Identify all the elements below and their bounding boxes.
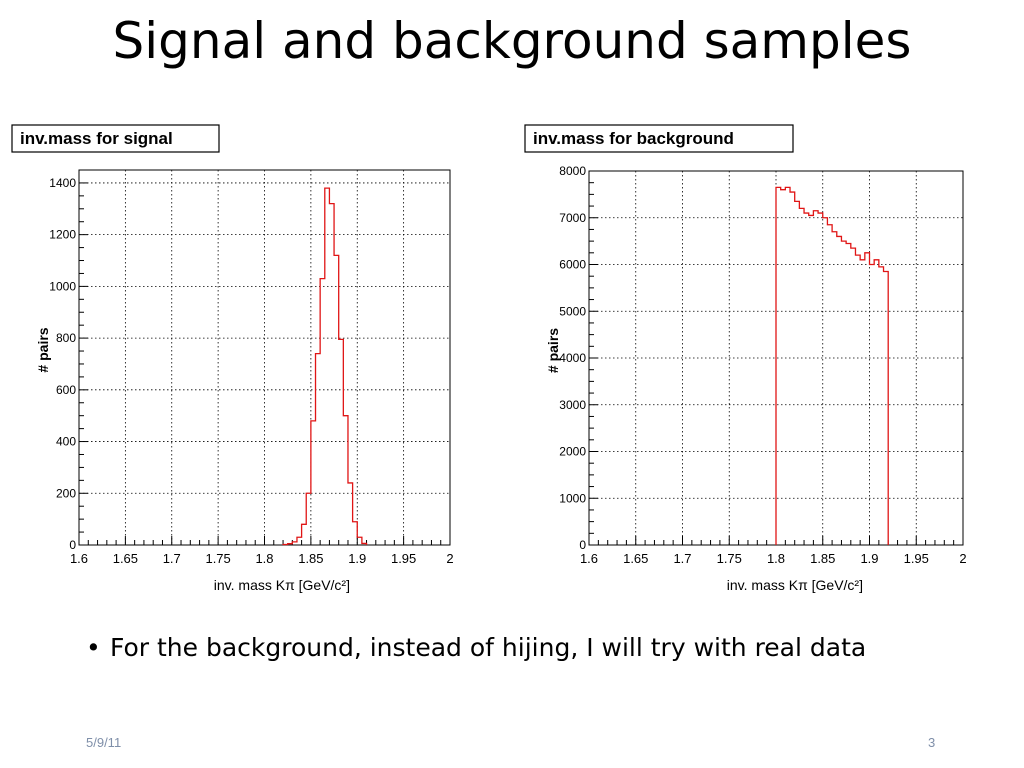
chart-title: inv.mass for signal [20, 129, 173, 148]
chart-title-box [524, 124, 794, 153]
histogram-bin [348, 483, 353, 545]
y-tick-label: 3000 [559, 398, 586, 412]
x-tick-label: 1.8 [255, 551, 273, 566]
histogram-bin [823, 218, 828, 545]
histogram-bin [776, 187, 781, 545]
y-tick-label: 1000 [559, 491, 586, 505]
histogram-bin [334, 255, 339, 545]
x-tick-label: 1.65 [623, 551, 648, 566]
x-tick-label: 1.95 [904, 551, 929, 566]
histogram-steps [775, 186, 889, 545]
histogram-bin [827, 225, 832, 545]
y-tick-label: 1000 [49, 279, 76, 293]
histogram-bin [837, 236, 842, 545]
histogram-bin [855, 255, 860, 545]
histogram-bin [311, 421, 316, 545]
histogram-bin [292, 542, 297, 545]
histogram-bin [795, 201, 800, 545]
x-tick-label: 1.9 [860, 551, 878, 566]
y-tick-label: 600 [56, 383, 76, 397]
histogram-bin [329, 204, 334, 545]
y-tick-label: 200 [56, 486, 76, 500]
x-tick-label: 1.85 [298, 551, 323, 566]
x-tick-label: 1.95 [391, 551, 416, 566]
histogram-bin [860, 260, 865, 545]
histogram-bin [879, 267, 884, 545]
y-tick-label: 800 [56, 331, 76, 345]
histogram-bin [841, 241, 846, 545]
x-tick-label: 1.9 [348, 551, 366, 566]
y-tick-label: 0 [579, 538, 586, 552]
histogram-bin [846, 243, 851, 545]
x-tick-label: 1.7 [673, 551, 691, 566]
y-tick-label: 2000 [559, 445, 586, 459]
histogram-bin [799, 208, 804, 545]
bullet-dot-icon: • [86, 633, 101, 662]
x-tick-label: 2 [446, 551, 453, 566]
histogram-bin [781, 190, 786, 545]
histogram-steps [282, 187, 368, 546]
histogram-bin [884, 272, 889, 545]
bullet-text: For the background, instead of hijing, I… [110, 633, 867, 662]
x-tick-label: 1.8 [767, 551, 785, 566]
footer-date: 5/9/11 [86, 735, 122, 750]
chart-title-box [11, 124, 220, 153]
signal-histogram-chart: inv.mass for signal 1.6 1.65 1.7 1.75 1.8 1.85… [11, 124, 454, 593]
histogram-bin [316, 354, 321, 545]
histogram-bin [865, 253, 870, 545]
x-tick-label: 1.85 [810, 551, 835, 566]
x-axis-label: inv. mass Kπ [GeV/c²] [214, 577, 350, 593]
y-tick-label: 5000 [559, 304, 586, 318]
x-tick-label: 1.75 [205, 551, 230, 566]
histogram-bin [785, 187, 790, 545]
histogram-bin [320, 279, 325, 545]
x-axis-label: inv. mass Kπ [GeV/c²] [727, 577, 863, 593]
x-tick-label: 1.6 [580, 551, 598, 566]
y-tick-label: 400 [56, 435, 76, 449]
histogram-bin [790, 192, 795, 545]
slide-title: Signal and background samples [112, 12, 912, 70]
x-tick-label: 1.75 [717, 551, 742, 566]
y-tick-label: 6000 [559, 258, 586, 272]
chart-title: inv.mass for background [533, 129, 734, 148]
histogram-bin [357, 537, 362, 545]
histogram-bin [353, 522, 358, 545]
y-axis-label: # pairs [545, 328, 561, 373]
histogram-bin [297, 537, 302, 545]
histogram-bin [870, 265, 875, 546]
y-tick-label: 1400 [49, 176, 76, 190]
y-tick-label: 0 [69, 538, 76, 552]
x-tick-label: 2 [959, 551, 966, 566]
histogram-bin [306, 493, 311, 545]
bullet-item: • For the background, instead of hijing, … [86, 633, 866, 662]
page-number: 3 [928, 735, 936, 750]
y-tick-label: 8000 [559, 164, 586, 178]
histogram-bin [339, 339, 344, 545]
histogram-bin [874, 260, 879, 545]
x-tick-label: 1.65 [113, 551, 138, 566]
histogram-bin [818, 213, 823, 545]
x-tick-label: 1.6 [70, 551, 88, 566]
histogram-bin [343, 416, 348, 545]
histogram-bin [288, 544, 293, 545]
histogram-bin [804, 213, 809, 545]
background-histogram-chart: inv.mass for background 1.6 1.65 1.7 1.75 1.8… [524, 124, 967, 593]
y-tick-label: 7000 [559, 211, 586, 225]
histogram-bin [832, 232, 837, 545]
histogram-bin [302, 524, 307, 545]
y-axis-label: # pairs [35, 327, 51, 372]
histogram-bin [283, 544, 288, 545]
y-tick-label: 4000 [559, 351, 586, 365]
histogram-bin [851, 248, 856, 545]
histogram-bin [813, 211, 818, 545]
y-tick-label: 1200 [49, 228, 76, 242]
x-tick-label: 1.7 [163, 551, 181, 566]
histogram-bin [809, 215, 814, 545]
histogram-bin [362, 543, 367, 545]
histogram-bin [325, 188, 330, 545]
